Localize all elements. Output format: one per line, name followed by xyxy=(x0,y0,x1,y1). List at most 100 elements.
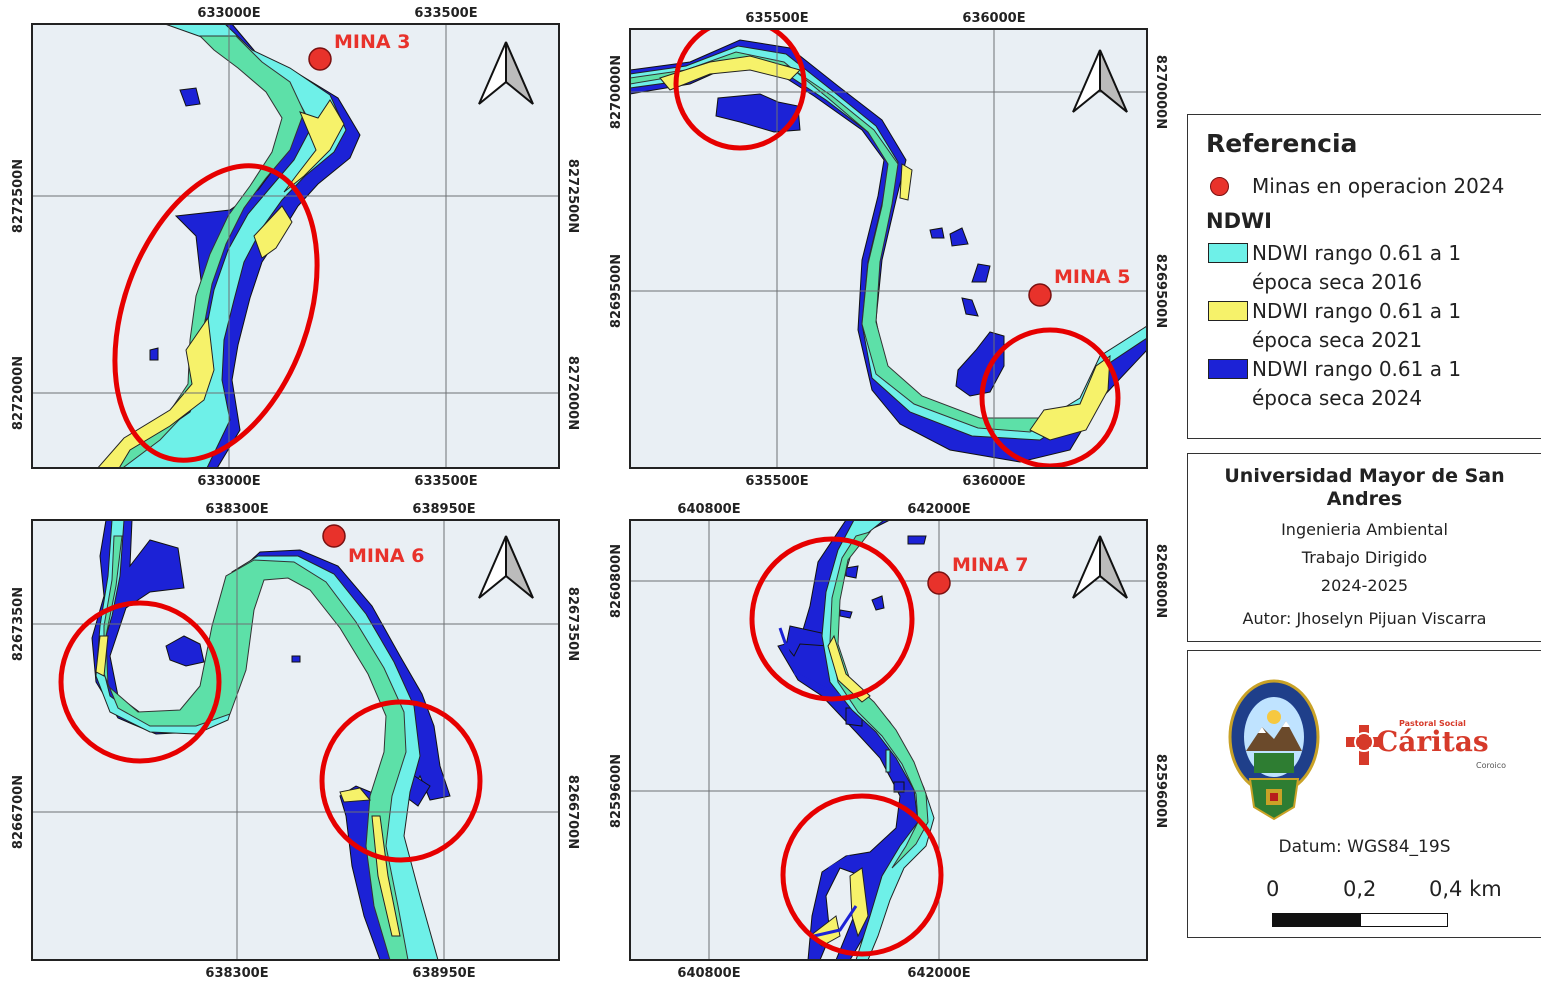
highlight-circle xyxy=(979,327,1121,468)
y-tick-right: 8266700N xyxy=(565,775,580,849)
y-tick-right: 8272500N xyxy=(565,159,580,233)
map-frame xyxy=(629,519,1148,961)
x-tick-top: 640800E xyxy=(677,502,740,517)
ndwi-2021-layer xyxy=(95,635,401,937)
x-tick-top: 642000E xyxy=(907,502,970,517)
legend-item-ndwi-2021: NDWI rango 0.61 a 1 época seca 2021 xyxy=(1206,297,1541,355)
map-frame xyxy=(31,519,560,961)
y-tick-right: 8270000N xyxy=(1153,55,1168,129)
y-tick-right: 8269500N xyxy=(1153,254,1168,328)
x-tick-top: 636000E xyxy=(962,11,1025,26)
y-tick-right: 8259600N xyxy=(1153,754,1168,828)
map-frame xyxy=(31,23,560,469)
north-arrow-icon xyxy=(1072,535,1128,599)
legend-item-sublabel: época seca 2024 xyxy=(1252,386,1423,410)
swatch-2021 xyxy=(1208,301,1248,321)
legend-panel: Referencia Minas en operacion 2024 NDWI … xyxy=(1187,114,1541,439)
y-tick-left: 8267350N xyxy=(11,587,26,661)
usma-seal-icon xyxy=(1228,679,1320,821)
scale-bar-segment xyxy=(1273,914,1361,926)
map-grid xyxy=(32,520,559,960)
map-grid xyxy=(630,29,1147,468)
caritas-tagline: Pastoral Social xyxy=(1399,719,1466,728)
mine-point[interactable] xyxy=(1028,283,1052,307)
north-arrow-icon xyxy=(478,41,534,105)
map-frame xyxy=(629,28,1148,469)
author: Autor: Jhoselyn Pijuan Viscarra xyxy=(1242,609,1487,628)
y-tick-right: 8260800N xyxy=(1153,544,1168,618)
x-tick-bottom: 638950E xyxy=(412,966,475,981)
legend-item-sublabel: época seca 2016 xyxy=(1252,270,1423,294)
y-tick-left: 8259600N xyxy=(609,754,624,828)
ndwi-2024-layer xyxy=(777,520,933,960)
x-tick-bottom: 635500E xyxy=(745,474,808,489)
y-tick-left: 8266700N xyxy=(11,775,26,849)
legend-item-label: Minas en operacion 2024 xyxy=(1252,174,1505,198)
legend-item-label: NDWI rango 0.61 a 1 xyxy=(1252,299,1462,323)
legend-item-ndwi-2024: NDWI rango 0.61 a 1 época seca 2024 xyxy=(1206,355,1541,413)
institution-name: Universidad Mayor de San Andres xyxy=(1224,465,1505,510)
x-tick-top: 635500E xyxy=(745,11,808,26)
y-tick-left: 8269500N xyxy=(609,254,624,328)
y-tick-right: 8267350N xyxy=(565,587,580,661)
x-tick-bottom: 642000E xyxy=(907,966,970,981)
scale-bar xyxy=(1272,913,1448,927)
highlight-circle xyxy=(780,793,944,957)
ndwi-2021-layer xyxy=(659,55,1111,441)
legend-item-sublabel: época seca 2021 xyxy=(1252,328,1423,352)
mine-label: MINA 6 xyxy=(348,545,424,567)
x-tick-top: 638950E xyxy=(412,502,475,517)
y-tick-left: 8270000N xyxy=(609,55,624,129)
mine-point[interactable] xyxy=(927,571,951,595)
x-tick-top: 633000E xyxy=(197,6,260,21)
legend-item-label: NDWI rango 0.61 a 1 xyxy=(1252,357,1462,381)
scale-label-end: 0,4 km xyxy=(1429,877,1502,901)
north-arrow-icon xyxy=(478,535,534,599)
x-tick-bottom: 640800E xyxy=(677,966,740,981)
mine-label: MINA 3 xyxy=(334,31,410,53)
highlight-circle xyxy=(673,29,807,151)
legend-title: Referencia xyxy=(1206,129,1358,158)
y-tick-left: 8272000N xyxy=(11,356,26,430)
highlight-circle xyxy=(58,600,222,764)
map-mina-6[interactable]: MINA 6 638300E 638950E 638300E 638950E 8… xyxy=(0,496,580,982)
mine-point-icon xyxy=(1210,177,1229,196)
caritas-name: Cáritas xyxy=(1376,725,1489,758)
x-tick-bottom: 638300E xyxy=(205,966,268,981)
mine-label: MINA 5 xyxy=(1054,266,1130,288)
highlight-circle xyxy=(112,163,320,463)
map-mina-5[interactable]: MINA 5 635500E 636000E 635500E 636000E 8… xyxy=(600,0,1180,490)
ndwi-2024-lines xyxy=(778,627,858,938)
legend-item-mines: Minas en operacion 2024 xyxy=(1206,172,1541,201)
caritas-cross-icon xyxy=(1346,725,1382,765)
period: 2024-2025 xyxy=(1320,576,1409,595)
highlight-circle xyxy=(319,699,483,863)
logo-panel: Pastoral Social Cáritas Coroico Datum: W… xyxy=(1187,650,1541,938)
legend-ndwi-heading: NDWI xyxy=(1206,209,1272,233)
project-type: Trabajo Dirigido xyxy=(1301,548,1428,567)
y-tick-right: 8272000N xyxy=(565,356,580,430)
north-arrow-icon xyxy=(1072,49,1128,113)
caritas-location: Coroico xyxy=(1476,761,1507,770)
ndwi-2016-2021-overlap xyxy=(101,35,305,468)
mine-point[interactable] xyxy=(322,524,346,548)
x-tick-top: 633500E xyxy=(414,6,477,21)
department: Ingenieria Ambiental xyxy=(1281,520,1448,539)
ndwi-2016-layer xyxy=(630,45,1147,441)
mine-point[interactable] xyxy=(308,47,332,71)
scale-label-0: 0 xyxy=(1266,877,1280,901)
scale-label-mid: 0,2 xyxy=(1343,877,1377,901)
ndwi-2016-2021-overlap xyxy=(103,535,409,960)
x-tick-bottom: 633000E xyxy=(197,474,260,489)
swatch-2016 xyxy=(1208,243,1248,263)
map-mina-7[interactable]: MINA 7 640800E 642000E 640800E 642000E 8… xyxy=(600,496,1180,982)
legend-item-label: NDWI rango 0.61 a 1 xyxy=(1252,241,1462,265)
y-tick-left: 8272500N xyxy=(11,159,26,233)
ndwi-2016-2021-overlap xyxy=(829,531,929,869)
x-tick-bottom: 633500E xyxy=(414,474,477,489)
map-mina-3[interactable]: MINA 3 633000E 633500E 633000E 633500E 8… xyxy=(0,0,580,490)
info-panel: Universidad Mayor de San Andres Ingenier… xyxy=(1187,453,1541,642)
highlight-circle xyxy=(749,536,915,702)
mine-label: MINA 7 xyxy=(952,554,1028,576)
y-tick-left: 8260800N xyxy=(609,544,624,618)
